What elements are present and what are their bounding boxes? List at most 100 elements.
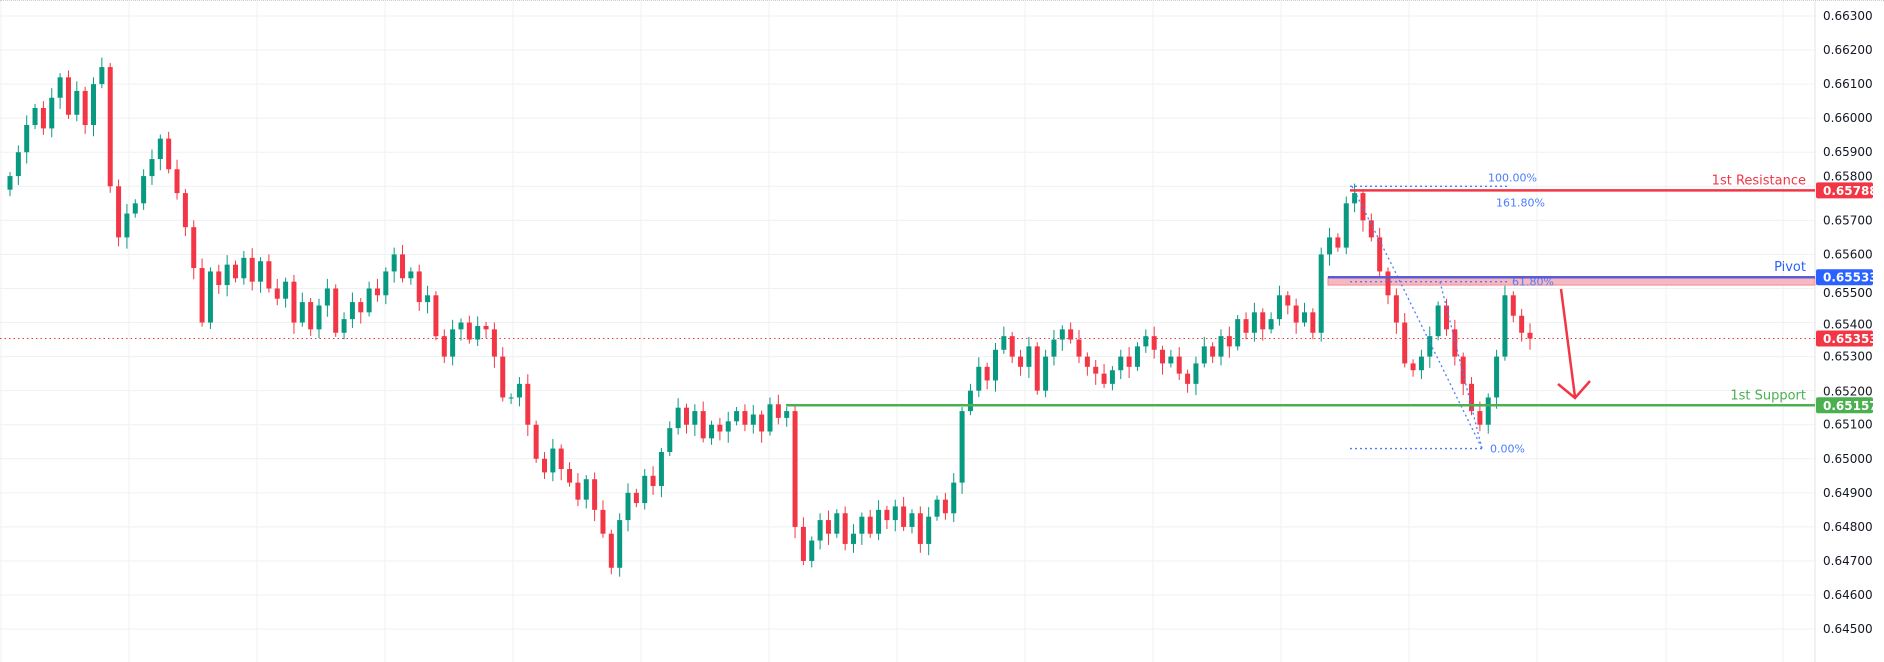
candle-body: [1510, 295, 1516, 316]
candle-body: [725, 421, 731, 432]
candle-body: [709, 424, 715, 439]
candle-body: [700, 411, 706, 439]
candle-body: [825, 520, 831, 534]
candle-body: [1485, 397, 1491, 425]
candle-body: [792, 411, 798, 527]
candle-body: [633, 492, 639, 504]
candle-body: [174, 169, 180, 194]
candle-body: [1377, 237, 1383, 272]
y-tick-label: 0.65400: [1823, 318, 1873, 332]
candle-body: [74, 90, 80, 115]
fib-label-61: 61.80%: [1512, 276, 1554, 289]
candle-body: [683, 407, 689, 425]
projection-arrow-shaft: [1559, 288, 1577, 398]
candle-body: [207, 271, 213, 323]
candle-body: [1335, 237, 1341, 248]
candle-body: [458, 322, 464, 330]
candle-body: [99, 67, 105, 85]
candle-body: [876, 509, 882, 534]
level-price-badge: [1816, 397, 1873, 414]
fib-label-0: 0.00%: [1490, 443, 1525, 456]
candle-body: [341, 319, 347, 333]
candle-body: [258, 261, 264, 282]
candle-body: [1176, 356, 1182, 374]
candle-body: [1285, 295, 1291, 306]
candle-body: [49, 97, 55, 129]
level-price-badge: [1816, 269, 1873, 286]
candle-body: [241, 257, 247, 279]
candle-body: [1502, 295, 1508, 357]
candle-body: [466, 322, 472, 340]
level-price-badge-text: 0.65157: [1823, 399, 1878, 413]
candle-body: [759, 414, 765, 432]
candle-body: [324, 288, 330, 306]
candle-body: [91, 84, 97, 125]
candle-body: [425, 295, 431, 303]
y-tick-label: 0.64900: [1823, 486, 1873, 500]
candle-body: [550, 448, 556, 473]
candle-body: [1226, 336, 1232, 347]
candle-body: [15, 152, 21, 177]
candle-body: [1318, 254, 1324, 333]
candle-body: [959, 411, 965, 483]
candle-body: [600, 509, 606, 534]
candle-body: [525, 383, 531, 425]
candle-body: [82, 90, 88, 125]
candle-body: [992, 349, 998, 381]
current-price-badge: [1816, 330, 1873, 347]
candle-body: [800, 526, 806, 561]
candle-body: [542, 458, 548, 473]
y-tick-label: 0.65500: [1823, 286, 1873, 300]
candle-body: [1393, 295, 1399, 323]
candle-body: [926, 516, 932, 544]
candle-body: [1494, 356, 1500, 398]
y-tick-label: 0.66200: [1823, 43, 1873, 57]
candle-body: [40, 107, 46, 129]
candle-body: [1210, 346, 1216, 357]
candle-body: [909, 513, 915, 527]
candle-body: [1168, 356, 1174, 364]
candle-body: [1276, 295, 1282, 320]
candle-body: [934, 499, 940, 517]
candle-body: [416, 271, 422, 303]
candle-body: [817, 520, 823, 541]
candle-body: [316, 305, 322, 330]
y-tick-label: 0.64500: [1823, 622, 1873, 636]
candle-body: [1519, 315, 1525, 333]
candle-body: [1402, 322, 1408, 364]
candle-body: [583, 479, 589, 500]
candle-body: [784, 411, 790, 418]
candle-body: [650, 475, 656, 487]
candle-body: [1084, 356, 1090, 367]
candle-body: [1427, 336, 1433, 357]
candle-body: [1302, 312, 1308, 323]
candle-body: [374, 288, 380, 296]
level-label: 1st Resistance: [1712, 173, 1806, 188]
candle-body: [7, 176, 13, 190]
candle-body: [124, 213, 130, 238]
candle-body: [366, 288, 372, 313]
candle-body: [383, 271, 389, 296]
candle-body: [1101, 373, 1107, 384]
candle-body: [951, 482, 957, 514]
candle-body: [1469, 383, 1475, 412]
candle-body: [216, 271, 222, 286]
candle-body: [1260, 312, 1266, 330]
y-tick-label: 0.66000: [1823, 111, 1873, 125]
candle-body: [441, 336, 447, 357]
candle-body: [617, 520, 623, 568]
candle-body: [917, 513, 923, 544]
y-tick-label: 0.65000: [1823, 452, 1873, 466]
candle-body: [149, 159, 155, 177]
candle-body: [608, 533, 614, 568]
candle-body: [358, 302, 364, 313]
candle-body: [400, 254, 406, 279]
candle-body: [1160, 349, 1166, 364]
candle-body: [450, 329, 456, 357]
level-label: 1st Support: [1730, 388, 1806, 403]
candle-body: [141, 176, 147, 204]
candle-body: [901, 506, 907, 527]
candle-body: [1043, 356, 1049, 391]
